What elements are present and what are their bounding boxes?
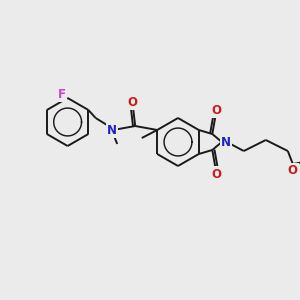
Text: O: O xyxy=(127,95,137,109)
Text: O: O xyxy=(288,164,298,178)
Text: F: F xyxy=(58,88,66,100)
Text: O: O xyxy=(211,103,221,116)
Text: N: N xyxy=(221,136,231,148)
Text: O: O xyxy=(211,167,221,181)
Text: N: N xyxy=(107,124,117,136)
